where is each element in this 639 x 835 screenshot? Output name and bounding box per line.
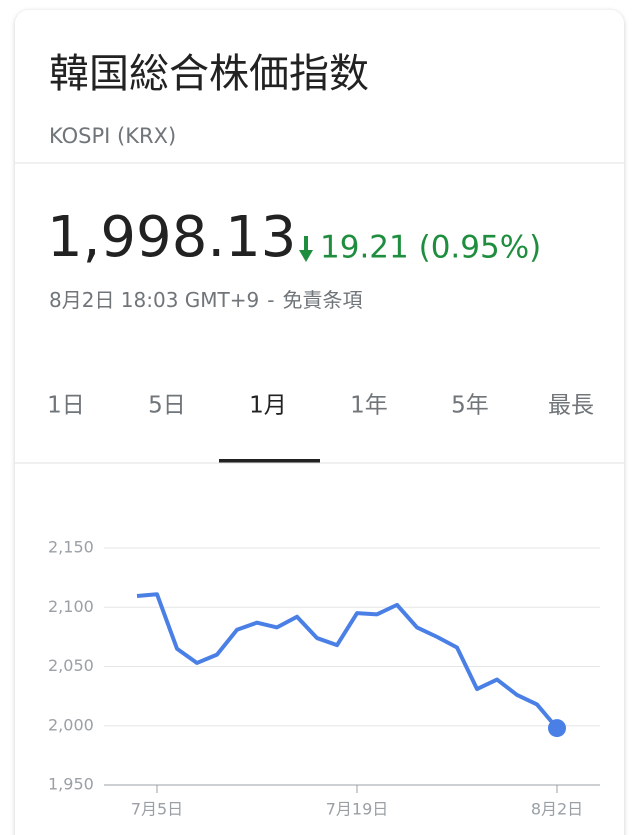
tab[interactable]: 1日 xyxy=(47,393,85,419)
y-tick-label: 2,000 xyxy=(48,715,94,734)
tab[interactable]: 1月 xyxy=(249,393,287,419)
timestamp-line: 8月2日 18:03 GMT+9- 免責条項 xyxy=(49,288,362,312)
x-tick-label: 7月5日 xyxy=(131,800,183,819)
price: 1,998.13 xyxy=(47,205,296,270)
tab[interactable]: 最長 xyxy=(548,393,594,419)
y-tick-label: 2,100 xyxy=(48,597,94,616)
price-line xyxy=(136,592,559,730)
x-tick-label: 7月19日 xyxy=(326,800,389,819)
subtitle: KOSPI (KRX) xyxy=(49,124,176,148)
separator: - xyxy=(267,288,274,312)
tab[interactable]: 5年 xyxy=(451,393,489,419)
down-arrow xyxy=(299,250,313,262)
card xyxy=(15,10,624,835)
down-arrow-stem xyxy=(304,236,308,252)
y-tick-label: 2,050 xyxy=(48,656,94,675)
chart: 1,950 2,000 2,050 2,100 2,150 7月5日 7月19日 8月2日 xyxy=(48,538,600,819)
change: 19.21 (0.95%) xyxy=(320,230,541,266)
tab[interactable]: 1年 xyxy=(350,393,388,419)
tab-bar: 1日 5日 1月 1年 5年 最長 xyxy=(47,393,594,419)
disclaimer-link[interactable]: 免責条項 xyxy=(282,288,362,312)
tab[interactable]: 5日 xyxy=(148,393,186,419)
title: 韓国総合株価指数 xyxy=(49,51,369,97)
x-tick-label: 8月2日 xyxy=(531,800,583,819)
y-tick-label: 2,150 xyxy=(48,538,94,557)
y-tick-label: 1,950 xyxy=(48,775,94,794)
last-point xyxy=(548,719,566,738)
active-tab-indicator xyxy=(219,459,320,463)
timestamp: 8月2日 18:03 GMT+9 xyxy=(49,288,259,312)
